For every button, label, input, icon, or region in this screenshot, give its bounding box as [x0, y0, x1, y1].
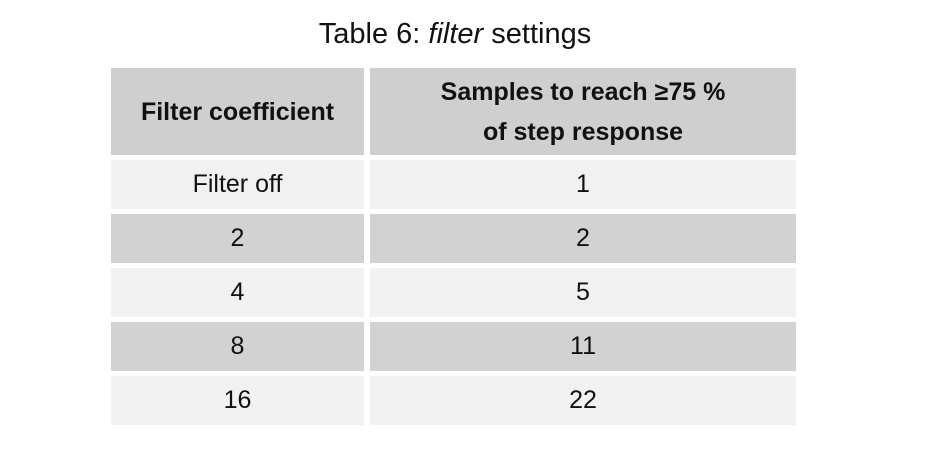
table-cell-coefficient: 8 — [111, 322, 364, 371]
table-cell-samples: 1 — [370, 160, 796, 209]
header-samples-line-2: of step response — [482, 117, 684, 146]
table-cell-coefficient: 2 — [111, 214, 364, 263]
filter-settings-table: Filter coefficient Samples to reach ≥75 … — [111, 68, 796, 425]
table-caption: Table 6: filter settings — [0, 14, 910, 54]
table-cell-samples: 22 — [370, 376, 796, 425]
caption-prefix: Table 6: — [318, 18, 429, 50]
header-samples-line-1: Samples to reach ≥75 % — [440, 77, 726, 106]
table-cell-samples: 2 — [370, 214, 796, 263]
caption-italic: filter — [428, 18, 484, 50]
table-cell-coefficient: Filter off — [111, 160, 364, 209]
header-samples: Samples to reach ≥75 % of step response — [370, 68, 796, 155]
table-cell-samples: 5 — [370, 268, 796, 317]
caption-suffix: settings — [483, 18, 592, 50]
table-cell-coefficient: 16 — [111, 376, 364, 425]
header-filter-coefficient: Filter coefficient — [111, 68, 364, 155]
table-cell-coefficient: 4 — [111, 268, 364, 317]
table-cell-samples: 11 — [370, 322, 796, 371]
